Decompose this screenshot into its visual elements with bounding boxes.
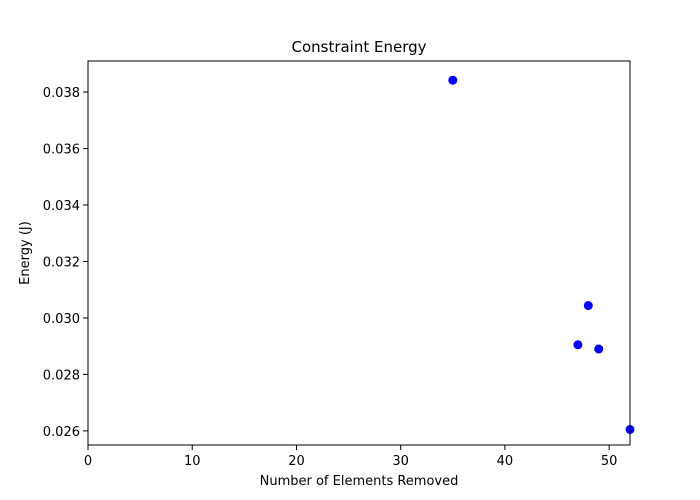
y-tick-label: 0.038 (43, 86, 80, 101)
y-tick-label: 0.034 (43, 199, 80, 214)
x-axis-title: Number of Elements Removed (260, 474, 459, 489)
data-point (573, 340, 583, 350)
data-point (448, 75, 458, 85)
y-axis: 0.026 0.028 0.030 0.032 0.034 0.036 0.038 (43, 86, 88, 440)
plot-frame (87, 60, 631, 446)
y-tick-label: 0.036 (43, 143, 80, 158)
x-tick-label: 30 (392, 454, 409, 469)
x-tick-label: 20 (288, 454, 305, 469)
x-tick-label: 0 (84, 454, 92, 469)
y-tick-label: 0.026 (43, 425, 80, 440)
x-axis: 0 10 20 30 40 50 (84, 445, 618, 469)
x-tick-label: 40 (497, 454, 514, 469)
data-point (583, 301, 593, 311)
x-tick-label: 50 (601, 454, 618, 469)
x-tick-label: 10 (184, 454, 201, 469)
y-tick-label: 0.030 (43, 312, 80, 327)
y-tick-label: 0.032 (43, 255, 80, 270)
y-axis-title: Energy (J) (18, 221, 33, 285)
chart-title: Constraint Energy (291, 38, 426, 56)
data-point (594, 344, 604, 354)
y-tick-label: 0.028 (43, 368, 80, 383)
